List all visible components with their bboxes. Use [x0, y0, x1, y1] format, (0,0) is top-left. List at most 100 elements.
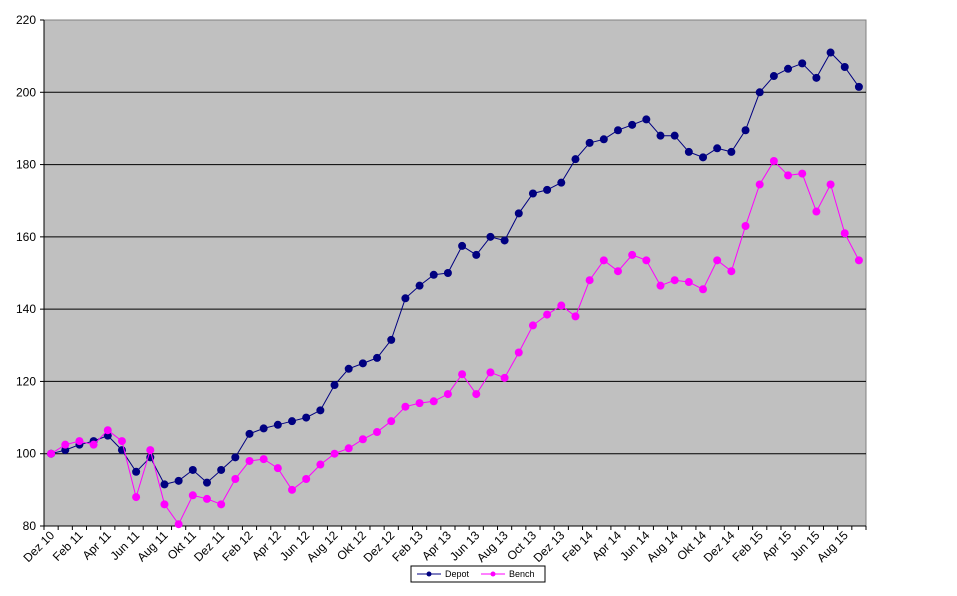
x-tick-label: Aug 13	[474, 528, 511, 565]
data-point	[727, 147, 736, 156]
data-point	[571, 155, 580, 164]
legend-item-depot: Depot	[417, 569, 470, 579]
data-point	[699, 153, 708, 162]
data-point	[585, 276, 594, 285]
data-point	[259, 455, 268, 464]
data-point	[812, 73, 821, 82]
data-point	[103, 426, 112, 435]
data-point	[670, 131, 679, 140]
data-point	[273, 464, 282, 473]
data-point	[755, 180, 764, 189]
data-point	[387, 417, 396, 426]
y-tick-label: 220	[16, 13, 36, 27]
x-tick-label: Dez 13	[531, 528, 568, 565]
y-tick-label: 200	[16, 85, 36, 99]
data-point	[500, 373, 509, 382]
data-point	[202, 494, 211, 503]
data-point	[429, 270, 438, 279]
data-point	[415, 399, 424, 408]
data-point	[713, 256, 722, 265]
data-point	[188, 491, 197, 500]
data-point	[132, 467, 141, 476]
data-point	[302, 475, 311, 484]
data-point	[231, 475, 240, 484]
data-point	[330, 449, 339, 458]
data-point	[160, 500, 169, 509]
data-point	[543, 185, 552, 194]
data-point	[826, 180, 835, 189]
series-line	[50, 160, 860, 526]
data-point	[543, 310, 552, 319]
data-point	[599, 256, 608, 265]
data-point	[741, 126, 750, 135]
data-point	[769, 72, 778, 81]
x-tick-label: Apr 14	[589, 528, 624, 563]
data-point	[840, 229, 849, 238]
x-tick-label: Apr 12	[249, 528, 284, 563]
data-point	[528, 189, 537, 198]
data-point	[628, 250, 637, 259]
data-point	[117, 437, 126, 446]
data-point	[75, 437, 84, 446]
y-tick-label: 160	[16, 230, 36, 244]
data-point	[812, 207, 821, 216]
data-point	[500, 236, 509, 245]
data-point	[217, 500, 226, 509]
data-point	[458, 370, 467, 379]
y-tick-label: 140	[16, 302, 36, 316]
data-point	[373, 428, 382, 437]
legend-box	[410, 565, 546, 583]
data-point	[528, 321, 537, 330]
data-point	[613, 267, 622, 276]
data-point	[613, 126, 622, 135]
gridlines	[44, 91, 866, 455]
data-point	[514, 209, 523, 218]
x-tick-label: Dez 14	[701, 528, 738, 565]
data-point	[486, 232, 495, 241]
data-point	[472, 250, 481, 259]
data-point	[316, 460, 325, 469]
x-tick-label: Dez 10	[20, 528, 57, 565]
data-point	[358, 435, 367, 444]
data-point	[387, 335, 396, 344]
data-point	[642, 256, 651, 265]
data-point	[628, 120, 637, 129]
data-point	[415, 281, 424, 290]
y-tick-label: 80	[23, 519, 37, 533]
data-point	[840, 62, 849, 71]
data-point	[358, 359, 367, 368]
series-layer	[47, 48, 863, 529]
data-point	[798, 59, 807, 68]
y-axis: 80 100 120 140 160 180 200 220	[16, 13, 45, 533]
data-point	[401, 294, 410, 303]
data-point	[755, 88, 764, 97]
data-point	[429, 397, 438, 406]
data-point	[330, 381, 339, 390]
data-point	[585, 138, 594, 147]
data-point	[373, 353, 382, 362]
data-point	[273, 420, 282, 429]
data-point	[61, 440, 70, 449]
x-tick-label: Apr 15	[759, 528, 794, 563]
x-tick-label: Feb 14	[559, 528, 596, 565]
data-point	[245, 429, 254, 438]
series-line	[50, 51, 860, 485]
data-point	[854, 82, 863, 91]
x-tick-label: Dez 12	[361, 528, 398, 565]
data-point	[401, 402, 410, 411]
legend-swatch-marker	[426, 571, 432, 577]
data-point	[684, 147, 693, 156]
x-tick-label: Aug 11	[134, 528, 170, 564]
data-point	[458, 241, 467, 250]
data-point	[217, 465, 226, 474]
data-point	[699, 285, 708, 294]
data-point	[514, 348, 523, 357]
data-point	[288, 485, 297, 494]
data-point	[642, 115, 651, 124]
data-point	[670, 276, 679, 285]
data-point	[174, 476, 183, 485]
plot-area	[43, 19, 867, 527]
x-tick-label: Aug 12	[304, 528, 341, 565]
data-point	[769, 156, 778, 165]
